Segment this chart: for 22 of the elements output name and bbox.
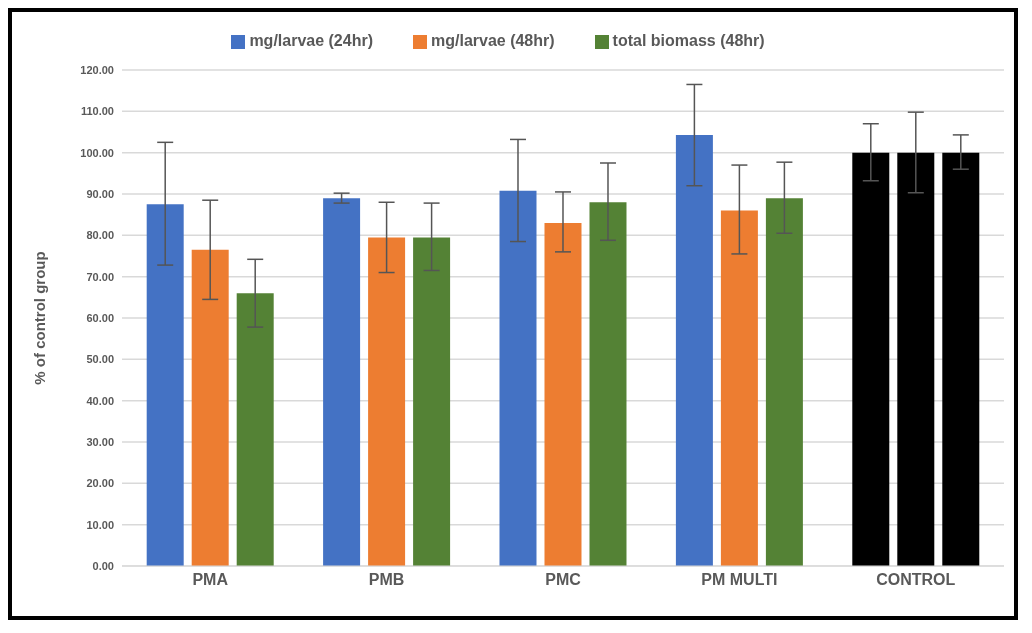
y-tick-label: 120.00 (80, 63, 114, 76)
y-tick-label: 60.00 (86, 311, 114, 324)
x-tick-label: PMB (368, 571, 405, 589)
y-tick-label: 70.00 (86, 270, 114, 283)
y-tick-label: 80.00 (86, 229, 114, 242)
y-axis-title: % of control group (31, 251, 49, 385)
y-tick-label: 90.00 (86, 187, 114, 200)
y-tick-label: 50.00 (86, 353, 114, 366)
y-tick-label: 30.00 (86, 435, 114, 448)
x-tick-label: PMA (192, 571, 229, 589)
y-tick-label: 20.00 (86, 477, 114, 490)
x-tick-label: CONTROL (876, 571, 956, 589)
y-tick-label: 10.00 (86, 518, 114, 531)
y-tick-label: 0.00 (92, 559, 114, 572)
legend-label: mg/larvae (48hr) (430, 32, 555, 49)
legend-label: mg/larvae (24hr) (249, 32, 373, 49)
y-tick-label: 110.00 (80, 105, 114, 118)
legend-label: total biomass (48hr) (612, 32, 765, 49)
x-tick-label: PMC (545, 571, 582, 589)
y-tick-label: 40.00 (86, 394, 114, 407)
x-tick-label: PM MULTI (701, 571, 778, 589)
y-tick-label: 100.00 (80, 146, 114, 159)
